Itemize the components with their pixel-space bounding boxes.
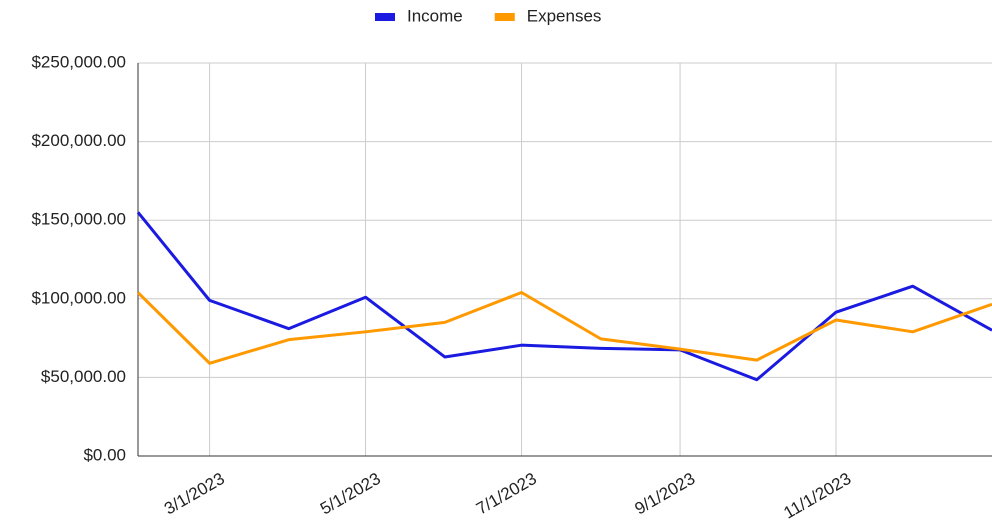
legend-swatch	[494, 13, 515, 21]
y-tick-label: $200,000.00	[31, 131, 126, 150]
y-tick-label: $50,000.00	[41, 367, 126, 386]
legend-swatch	[375, 13, 395, 21]
legend-label: Expenses	[527, 6, 602, 25]
y-tick-label: $150,000.00	[31, 210, 126, 229]
y-tick-label: $100,000.00	[31, 288, 126, 307]
y-tick-label: $250,000.00	[31, 52, 126, 71]
x-tick-label: 3/1/2023	[161, 469, 228, 519]
x-tick-label: 5/1/2023	[317, 469, 384, 519]
y-tick-label: $0.00	[83, 445, 126, 464]
legend-label: Income	[407, 6, 463, 25]
x-tick-label: 9/1/2023	[631, 469, 698, 519]
x-tick-label: 7/1/2023	[473, 469, 540, 519]
x-tick-label: 11/1/2023	[780, 469, 854, 523]
line-series	[136, 211, 992, 382]
line-series	[136, 291, 992, 365]
